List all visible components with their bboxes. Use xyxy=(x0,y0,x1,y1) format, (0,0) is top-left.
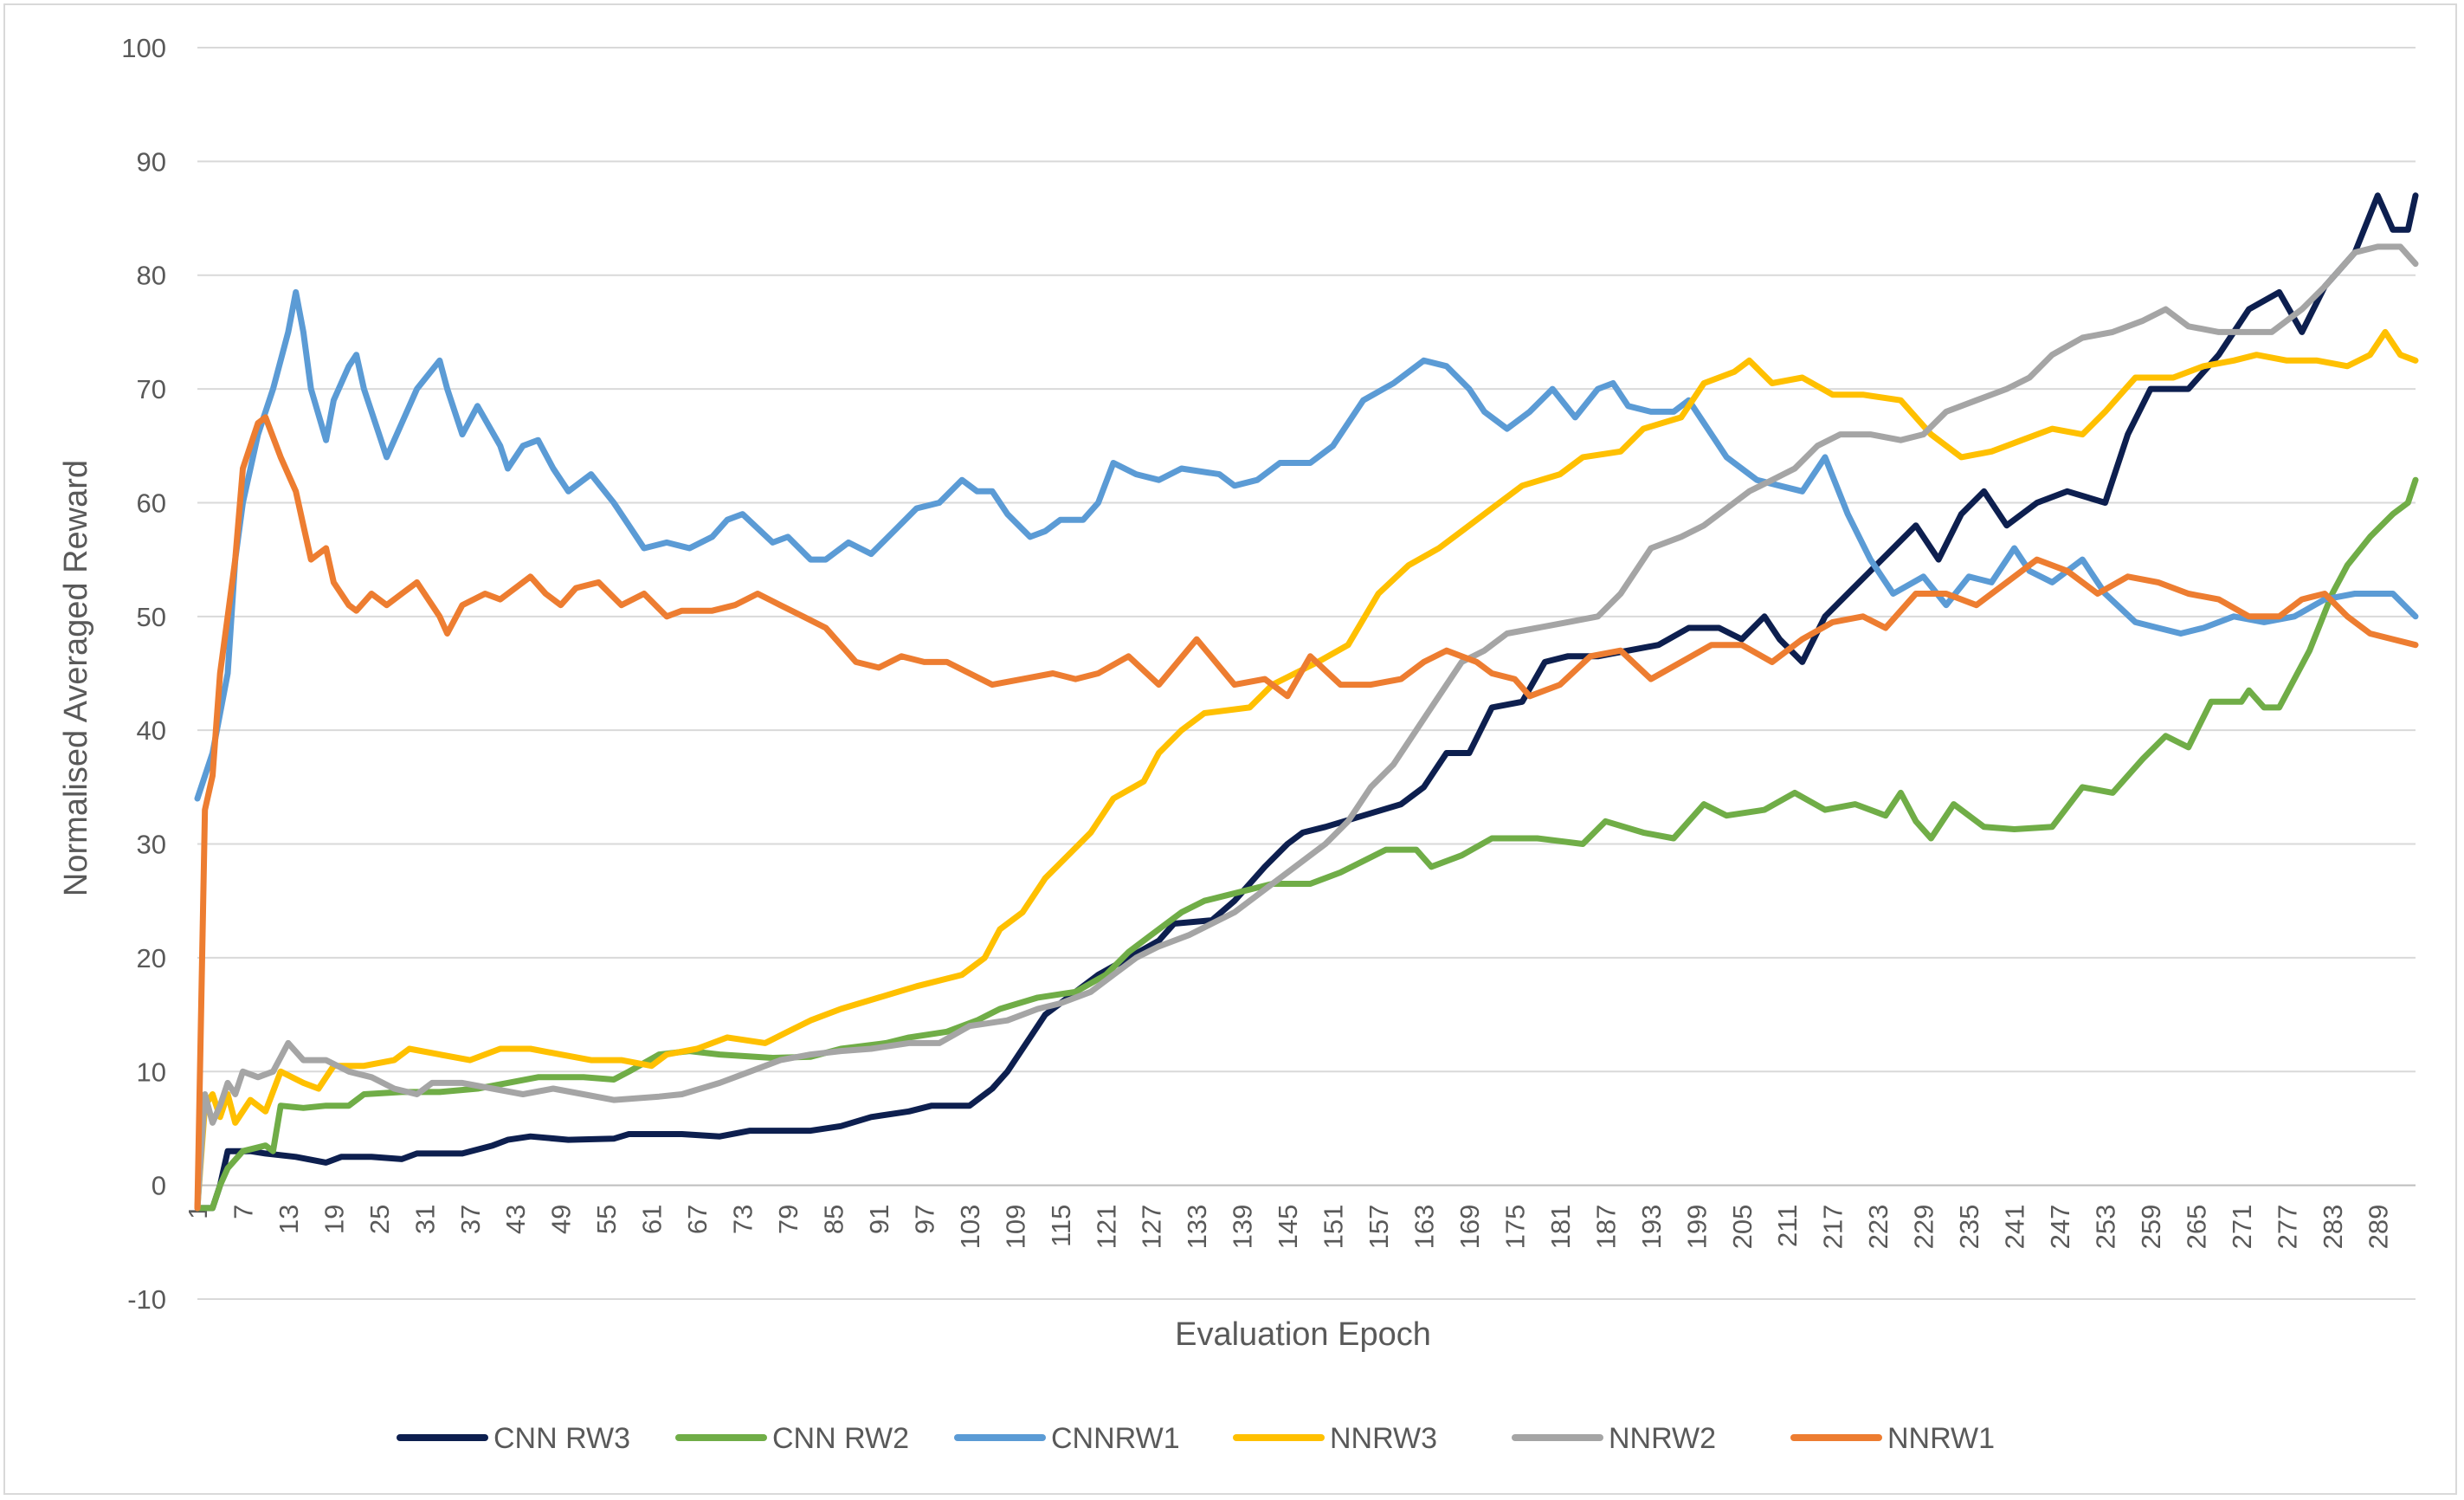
x-tick-label: 43 xyxy=(500,1205,531,1234)
x-axis-title: Evaluation Epoch xyxy=(1175,1316,1431,1353)
x-tick-label: 229 xyxy=(1909,1205,1939,1250)
x-tick-label: 121 xyxy=(1091,1205,1121,1250)
x-tick-label: 211 xyxy=(1772,1205,1803,1247)
x-tick-label: 271 xyxy=(2227,1205,2257,1250)
x-tick-label: 79 xyxy=(773,1205,803,1234)
y-tick-label: 10 xyxy=(137,1057,166,1087)
x-tick-label: 265 xyxy=(2181,1205,2211,1250)
x-tick-label: 97 xyxy=(909,1205,939,1234)
x-tick-label: 103 xyxy=(955,1205,985,1250)
x-tick-label: 217 xyxy=(1818,1205,1848,1250)
x-tick-label: 55 xyxy=(591,1205,622,1234)
y-tick-label: 100 xyxy=(121,33,166,63)
x-tick-label: 289 xyxy=(2363,1205,2393,1250)
x-tick-label: 139 xyxy=(1228,1205,1258,1250)
x-tick-label: 157 xyxy=(1364,1205,1394,1250)
x-tick-label: 205 xyxy=(1727,1205,1758,1250)
x-tick-label: 199 xyxy=(1681,1205,1712,1250)
legend-label: NNRW1 xyxy=(1887,1422,1995,1455)
x-tick-label: 91 xyxy=(864,1205,894,1234)
y-axis-ticks: -10 0 10 20 30 40 50 60 70 80 90 100 xyxy=(121,33,166,1315)
x-tick-label: 235 xyxy=(1954,1205,1984,1250)
y-tick-label: 80 xyxy=(137,261,166,291)
x-tick-label: 85 xyxy=(818,1205,848,1234)
x-tick-label: 145 xyxy=(1273,1205,1303,1250)
x-tick-label: 31 xyxy=(410,1205,440,1234)
x-tick-label: 163 xyxy=(1409,1205,1440,1250)
x-tick-label: 49 xyxy=(546,1205,577,1234)
chart-frame xyxy=(3,3,2457,1495)
x-tick-label: 193 xyxy=(1636,1205,1667,1250)
x-tick-label: 19 xyxy=(319,1205,349,1234)
x-tick-label: 241 xyxy=(2000,1205,2030,1250)
x-tick-label: 7 xyxy=(228,1205,258,1219)
x-tick-label: 187 xyxy=(1590,1205,1621,1250)
x-tick-label: 127 xyxy=(1137,1205,1167,1250)
x-tick-label: 253 xyxy=(2090,1205,2120,1250)
x-axis-ticks: 1 7 13 19 25 31 37 43 49 55 61 67 73 79 85 91 97 103 109 11… xyxy=(183,1205,2393,1250)
x-tick-label: 67 xyxy=(682,1205,713,1234)
x-tick-label: 223 xyxy=(1863,1205,1893,1250)
gridlines xyxy=(197,47,2416,1300)
y-tick-label: -10 xyxy=(127,1284,166,1315)
y-tick-label: 90 xyxy=(137,146,166,177)
legend-label: NNRW2 xyxy=(1609,1422,1716,1455)
y-tick-label: 70 xyxy=(137,374,166,404)
x-tick-label: 259 xyxy=(2136,1205,2166,1250)
x-tick-label: 169 xyxy=(1455,1205,1485,1250)
legend: CNN RW3 CNN RW2 CNNRW1 NNRW3 NNRW2 NNRW1 xyxy=(397,1422,1995,1455)
y-tick-label: 50 xyxy=(137,602,166,632)
y-axis-title: Normalised Averaged Reward xyxy=(58,460,94,896)
x-tick-label: 175 xyxy=(1500,1205,1530,1250)
series-lines xyxy=(194,192,2419,1212)
x-tick-label: 133 xyxy=(1182,1205,1212,1250)
x-tick-label: 283 xyxy=(2318,1205,2348,1250)
x-tick-label: 151 xyxy=(1319,1205,1349,1250)
x-tick-label: 25 xyxy=(364,1205,395,1234)
y-tick-label: 0 xyxy=(152,1171,166,1201)
x-tick-label: 61 xyxy=(637,1205,668,1234)
x-tick-label: 115 xyxy=(1046,1205,1076,1247)
x-tick-label: 13 xyxy=(274,1205,304,1234)
x-tick-label: 109 xyxy=(1000,1205,1030,1250)
y-tick-label: 60 xyxy=(137,488,166,518)
y-tick-label: 20 xyxy=(137,943,166,973)
x-tick-label: 277 xyxy=(2272,1205,2302,1250)
legend-label: CNNRW1 xyxy=(1051,1422,1180,1455)
y-tick-label: 30 xyxy=(137,830,166,860)
x-tick-label: 247 xyxy=(2045,1205,2075,1250)
x-tick-label: 73 xyxy=(728,1205,758,1234)
legend-label: CNN RW2 xyxy=(772,1422,909,1455)
series-line-cnn-rw3 xyxy=(194,192,2419,1212)
legend-label: NNRW3 xyxy=(1330,1422,1437,1455)
y-tick-label: 40 xyxy=(137,715,166,746)
x-tick-label: 37 xyxy=(455,1205,486,1234)
x-tick-label: 181 xyxy=(1545,1205,1576,1250)
series-line-nnrw2 xyxy=(194,243,2419,1212)
legend-label: CNN RW3 xyxy=(493,1422,630,1455)
series-line-cnnrw1 xyxy=(194,288,2419,802)
series-line-nnrw1 xyxy=(194,414,2419,1212)
series-line-nnrw3 xyxy=(194,328,2419,1212)
